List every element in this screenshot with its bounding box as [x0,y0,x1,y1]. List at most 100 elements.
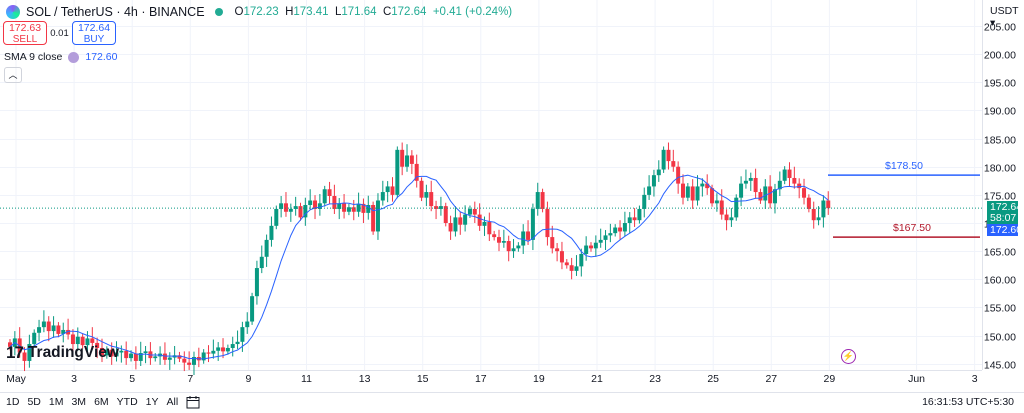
candle-body [206,352,211,354]
candle-body [434,206,439,209]
candle-body [540,192,545,209]
candle-body [637,208,642,221]
candle-body [288,208,293,212]
candle-body [138,353,143,361]
price-tick-label: 180.00 [984,163,1016,175]
candle-body [680,183,685,198]
candle-body [782,169,787,181]
candle-body [603,235,608,240]
range-1y[interactable]: 1Y [145,396,159,408]
spread-value: 0.01 [50,27,69,39]
buy-button[interactable]: 172.64 BUY [72,21,116,45]
candle-body [187,362,192,365]
candle-body [516,245,521,249]
range-1m[interactable]: 1M [48,396,64,408]
candle-body [75,336,80,345]
candle-body [632,217,637,221]
time-tick-label: 19 [533,373,545,385]
time-tick-label: 25 [707,373,719,385]
calendar-icon[interactable] [186,395,200,409]
candle-body [240,327,245,342]
candle-body [598,239,603,243]
sma-legend[interactable]: SMA 9 close 172.60 [4,51,118,63]
candle-body [211,350,216,354]
tradingview-logo: 17 TradingView [6,343,119,363]
candle-body [656,169,661,176]
candle-body [51,325,56,332]
time-tick-label: May [6,373,27,385]
candle-body [8,342,12,347]
solana-icon [6,5,20,19]
candle-body [463,214,468,225]
clock[interactable]: 16:31:53 UTC+5:30 [922,396,1014,408]
sma-9-line [9,174,829,360]
candle-body [395,149,400,195]
candle-body [719,200,724,215]
range-1d[interactable]: 1D [6,396,20,408]
candle-body [61,329,66,334]
candle-body [109,349,114,357]
level-label-upper: $178.50 [885,160,923,173]
lightning-icon[interactable]: ⚡ [841,349,856,364]
candle-body [772,189,777,204]
candle-body [768,186,773,204]
candle-body [22,352,27,361]
candle-body [375,200,380,232]
candle-body [530,208,535,240]
candle-body [216,347,221,351]
time-tick-label: 15 [417,373,429,385]
candle-body [487,221,492,235]
market-open-icon [214,8,223,16]
candle-body [119,350,124,353]
time-tick-label: 17 [475,373,487,385]
candle-body [472,208,477,215]
candle-body [550,237,555,249]
time-tick-label: 23 [649,373,661,385]
candle-body [366,205,371,213]
range-5d[interactable]: 5D [27,396,41,408]
candle-body [254,268,259,297]
sell-button[interactable]: 172.63 SELL [3,21,47,45]
candle-body [569,265,574,271]
candle-body [235,341,240,345]
candle-body [342,203,347,212]
symbol-title[interactable]: SOL / TetherUS · 4h · BINANCE [26,5,205,19]
candle-body [438,206,443,209]
candle-body [32,332,37,345]
candle-body [802,188,807,198]
candle-body [482,221,487,226]
candle-body [705,183,710,189]
candle-body [564,262,569,266]
candle-body [66,329,71,335]
candle-body [191,356,196,365]
candlestick-chart[interactable]: 145.00150.00155.00160.00165.00170.00175.… [0,0,1024,392]
candle-body [221,347,226,352]
price-tick-label: 165.00 [984,247,1016,259]
time-tick-label: 5 [129,373,135,385]
sma-label: SMA 9 close [4,51,63,63]
candle-body [579,253,584,267]
candle-body [346,207,351,212]
collapse-legend-button[interactable]: ︿ [4,67,22,83]
candle-body [777,180,782,190]
candle-body [414,163,419,181]
range-6m[interactable]: 6M [94,396,109,408]
candle-body [685,186,690,198]
currency-selector[interactable]: USDT ▾ [990,5,1019,29]
range-all[interactable]: All [166,396,179,408]
candle-body [826,200,831,209]
price-tick-label: 195.00 [984,78,1016,90]
candle-body [153,356,158,359]
candle-body [37,327,42,333]
candle-body [322,189,327,204]
candle-body [458,217,463,225]
range-ytd[interactable]: YTD [116,396,138,408]
candle-body [405,155,410,167]
time-tick-label: 7 [187,373,193,385]
candle-body [739,183,744,198]
candle-body [317,203,322,209]
price-tick-label: 160.00 [984,275,1016,287]
candle-body [477,214,482,226]
range-3m[interactable]: 3M [71,396,87,408]
indicator-settings-icon[interactable] [68,51,80,63]
